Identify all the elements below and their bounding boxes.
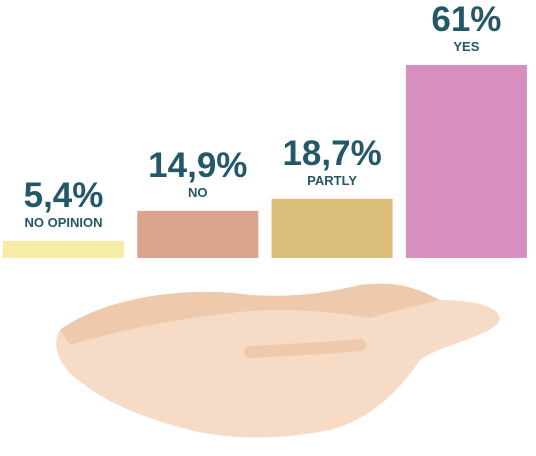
bar <box>405 65 527 258</box>
value-label: 5,4% <box>24 176 104 215</box>
bar <box>3 240 124 258</box>
value-label: 18,7% <box>282 134 381 173</box>
hand-fingers <box>60 283 440 345</box>
category-label: PARTLY <box>307 173 357 188</box>
thumb <box>244 339 366 358</box>
category-label: NO OPINION <box>24 215 102 230</box>
category-label: YES <box>453 39 479 54</box>
bar <box>271 198 393 258</box>
value-label: 61% <box>431 0 501 39</box>
bar <box>137 210 259 258</box>
value-label: 14,9% <box>148 146 247 185</box>
category-label: NO <box>188 185 208 200</box>
hand-illustration <box>56 283 500 438</box>
